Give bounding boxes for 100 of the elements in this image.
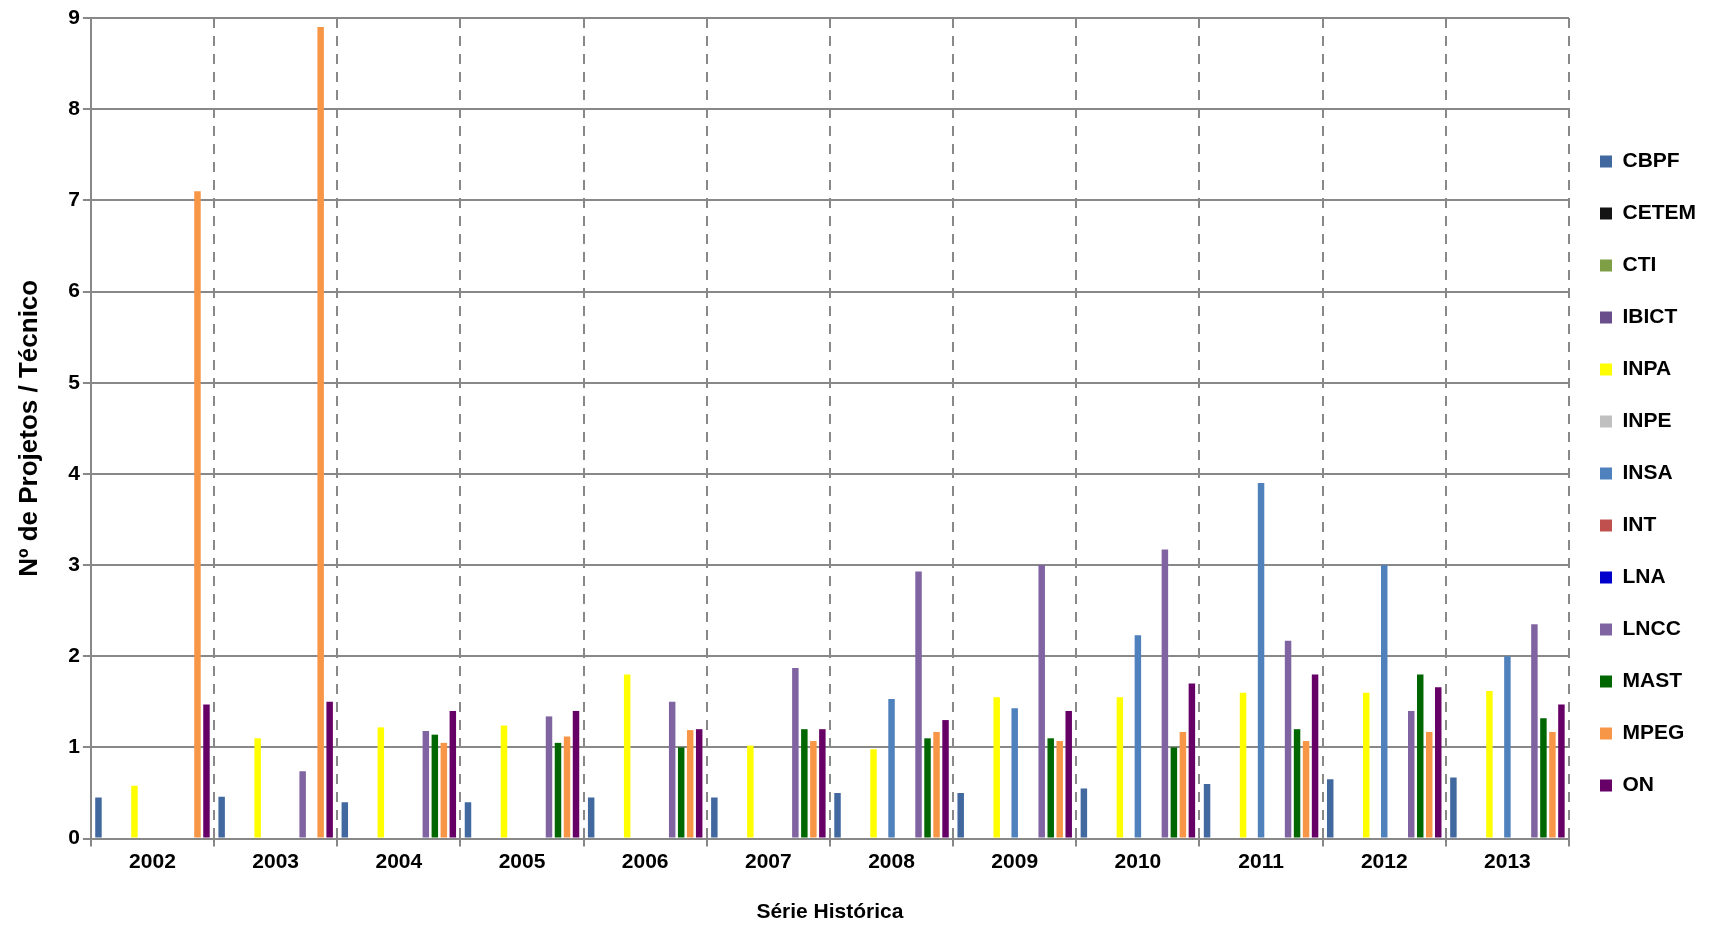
bar [870,749,877,838]
bar [623,674,631,838]
bar [194,191,201,838]
bar [299,771,306,838]
bar [1170,747,1178,838]
legend-label: INSA [1622,460,1673,484]
bar [1293,729,1301,838]
bar [431,734,439,838]
y-axis-title: Nº de Projetos / Técnico [12,279,43,577]
bar [834,793,841,838]
bar [464,802,472,838]
x-axis-title: Série Histórica [756,899,904,923]
legend-label: CBPF [1622,148,1680,172]
bar [131,785,138,838]
bar [1486,690,1493,838]
bar [1284,640,1292,838]
y-tick-label: 7 [68,187,80,211]
bar [377,727,385,838]
bar [933,731,940,838]
legend-label: IBICT [1622,304,1678,328]
bar [317,27,324,838]
bar [1038,565,1045,838]
bar [957,793,964,838]
legend-label: INPE [1622,408,1672,432]
bar [993,697,1000,838]
x-tick-label: 2009 [991,849,1039,872]
bar [942,720,949,838]
bar [1380,565,1388,838]
y-tick-label: 0 [68,825,80,849]
bar [1302,741,1310,838]
bar [95,797,102,838]
x-tick-label: 2012 [1360,849,1408,872]
bar [810,741,817,838]
y-tick-label: 4 [68,460,81,484]
bar [1450,777,1457,838]
bar [801,729,808,838]
bar [747,745,754,838]
legend-label: MPEG [1622,720,1685,744]
bar [677,747,685,838]
bar [422,731,430,838]
bar [819,729,826,838]
bar [668,701,676,838]
bar [1203,783,1211,838]
legend-label: LNCC [1622,616,1681,640]
legend-label: INPA [1622,356,1672,380]
x-tick-label: 2013 [1484,849,1531,872]
bar [500,725,508,838]
bar [1239,692,1247,838]
legend-label: ON [1622,772,1654,796]
bar [1134,635,1142,838]
bar [1558,704,1565,838]
bar [554,742,562,838]
bar [1326,779,1334,838]
bar [915,571,922,838]
bar [440,742,448,838]
legend-label: CTI [1622,252,1657,276]
bar [792,668,799,838]
bar [1549,731,1556,838]
legend-label: MAST [1622,668,1683,692]
bar [695,729,703,838]
bar [563,736,571,838]
bar [1531,624,1538,838]
bar [203,704,210,838]
bar [326,701,333,838]
legend-label: LNA [1622,564,1666,588]
bar [449,710,457,838]
y-tick-label: 9 [68,4,80,28]
legend-label: CETEM [1622,200,1696,224]
bar [1116,697,1124,838]
x-tick-label: 2003 [252,849,299,872]
x-tick-label: 2004 [375,849,423,872]
bar [572,710,580,838]
x-tick-label: 2006 [621,849,669,872]
bar [1161,549,1169,838]
bar [254,738,261,838]
bar [341,802,349,838]
x-tick-label: 2011 [1238,849,1285,872]
bar [1362,692,1370,838]
bar [924,738,931,838]
y-tick-label: 2 [68,643,80,667]
bar [218,796,225,838]
x-tick-label: 2007 [744,849,792,872]
bar [1047,738,1054,838]
x-tick-label: 2008 [868,849,916,872]
bar [1417,674,1424,838]
bar [1257,483,1265,838]
y-tick-label: 6 [68,278,80,302]
legend-label: INT [1622,512,1657,536]
bar [1188,683,1196,838]
bar [888,699,895,838]
x-tick-label: 2010 [1114,849,1162,872]
y-tick-label: 8 [68,95,81,119]
bar [1056,741,1063,838]
bar [1435,687,1442,838]
bar [686,730,694,838]
bar [1426,731,1433,838]
bar [545,716,553,838]
bar [1011,708,1018,838]
y-tick-label: 1 [68,734,81,758]
bar [1179,731,1187,838]
